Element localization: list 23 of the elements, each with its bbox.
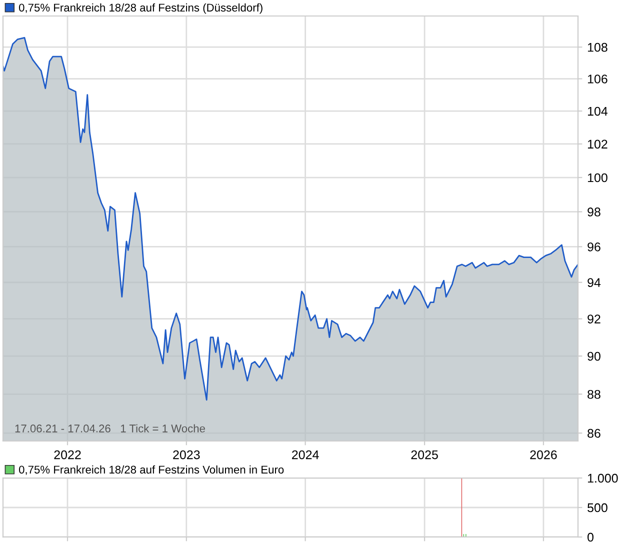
annotation: 17.06.21 - 17.04.26 1 Tick = 1 Woche	[15, 424, 205, 432]
y-tick-label: 0	[588, 532, 594, 542]
x-tick-label: 2026	[530, 450, 557, 460]
y-tick-label: 92	[588, 314, 600, 324]
legend-label: 0,75% Frankreich 18/28 auf Festzins Volumen in Euro	[18, 465, 284, 475]
y-tick-label: 100	[588, 173, 608, 182]
y-tick-label: 90	[588, 352, 600, 361]
y-tick-label: 1.000	[588, 474, 618, 483]
y-tick-label: 500	[588, 503, 608, 512]
y-tick-label: 98	[588, 208, 600, 216]
y-tick-label: 108	[588, 42, 608, 52]
x-tick-label: 2024	[292, 450, 319, 460]
y-tick-label: 102	[588, 140, 608, 149]
y-tick-label: 86	[588, 428, 600, 438]
x-tick-label: 2022	[54, 450, 81, 460]
legend-label: 0,75% Frankreich 18/28 auf Festzins (Düsseldorf)	[18, 3, 262, 14]
x-tick-label: 2023	[173, 450, 200, 460]
y-tick-label: 104	[588, 106, 608, 116]
y-tick-label: 96	[588, 242, 600, 252]
x-tick-label: 2025	[411, 450, 438, 460]
y-tick-label: 94	[588, 278, 601, 288]
y-tick-label: 106	[588, 74, 608, 84]
y-tick-label: 88	[588, 390, 600, 399]
